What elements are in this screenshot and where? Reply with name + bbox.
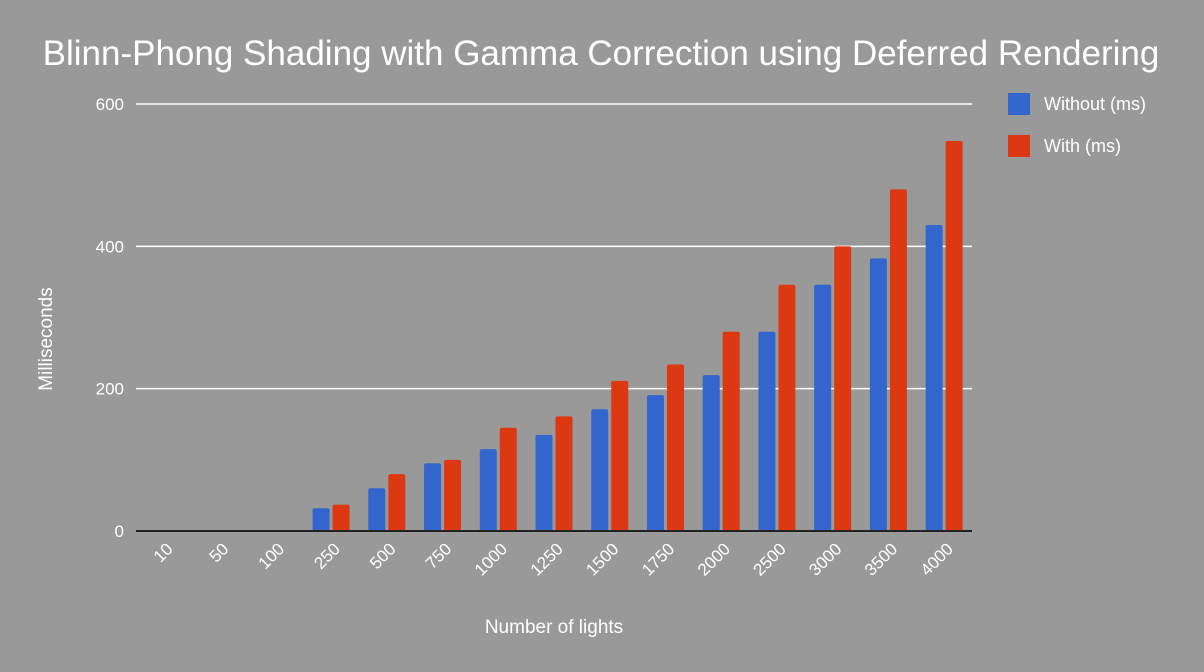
- x-tick-label: 4000: [917, 539, 957, 579]
- bar-with-1500: [611, 380, 629, 531]
- x-tick-label: 3000: [805, 539, 845, 579]
- legend-swatch-with: [1008, 135, 1030, 157]
- y-tick-label: 600: [96, 95, 124, 114]
- legend-label-with: With (ms): [1044, 136, 1121, 156]
- bar-with-2500: [778, 284, 796, 531]
- bar-without-250: [312, 508, 330, 531]
- x-tick-label: 3500: [861, 539, 901, 579]
- bar-without-750: [424, 463, 442, 531]
- chart-title: Blinn-Phong Shading with Gamma Correctio…: [43, 34, 1160, 73]
- bar-with-1250: [555, 416, 573, 531]
- bar-without-1250: [535, 434, 553, 531]
- bar-without-1500: [591, 409, 609, 531]
- x-tick-label: 750: [422, 539, 455, 572]
- bar-with-1750: [666, 364, 684, 531]
- x-tick-label: 250: [310, 539, 343, 572]
- bar-without-1000: [479, 449, 497, 531]
- bar-without-1750: [646, 395, 664, 531]
- x-tick-label: 1750: [638, 539, 678, 579]
- x-tick-label: 50: [206, 539, 233, 566]
- bar-without-2000: [702, 375, 720, 531]
- bar-with-4000: [945, 141, 963, 532]
- x-tick-labels: 10 50 100 250 500 750 1000 1250 1500 1750 2000 2500…: [150, 539, 957, 579]
- bar-with-3000: [834, 246, 852, 532]
- bar-without-4000: [925, 224, 943, 531]
- y-tick-labels: 0 200 400 600: [96, 95, 124, 541]
- x-axis-title: Number of lights: [485, 617, 623, 638]
- bars: [312, 141, 963, 532]
- bar-with-500: [388, 474, 406, 531]
- bar-without-500: [368, 488, 386, 531]
- x-tick-label: 100: [255, 539, 288, 572]
- y-axis-title: Milliseconds: [36, 287, 57, 390]
- x-tick-label: 10: [150, 539, 177, 566]
- bar-without-3000: [814, 284, 832, 531]
- bar-with-2000: [722, 331, 740, 531]
- bar-with-3500: [889, 189, 907, 531]
- bar-without-3500: [869, 258, 887, 531]
- bar-with-750: [444, 459, 462, 531]
- bar-with-250: [332, 504, 350, 531]
- x-tick-label: 1250: [527, 539, 567, 579]
- y-tick-label: 0: [115, 522, 124, 541]
- gridlines: [136, 103, 972, 390]
- legend: Without (ms) With (ms): [1008, 93, 1146, 157]
- legend-swatch-without: [1008, 93, 1030, 115]
- bar-with-1000: [499, 427, 517, 531]
- legend-label-without: Without (ms): [1044, 94, 1146, 114]
- x-tick-label: 2500: [750, 539, 790, 579]
- y-tick-label: 200: [96, 380, 124, 399]
- x-tick-label: 2000: [694, 539, 734, 579]
- bar-without-2500: [758, 331, 776, 531]
- x-tick-label: 1000: [471, 539, 511, 579]
- x-tick-label: 500: [366, 539, 399, 572]
- y-tick-label: 400: [96, 237, 124, 256]
- x-tick-label: 1500: [582, 539, 622, 579]
